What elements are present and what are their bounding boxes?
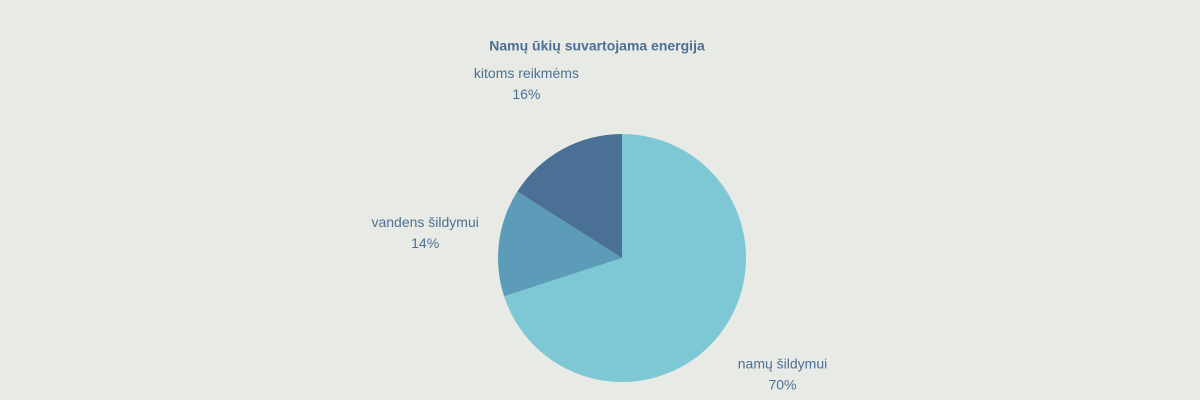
- pie-slice: [498, 191, 622, 297]
- value-label: 16%: [512, 86, 540, 102]
- pie-slice: [504, 134, 746, 382]
- value-label: 14%: [411, 235, 439, 251]
- chart-title: Namų ūkių suvartojama energija: [489, 38, 705, 54]
- slice-label: kitoms reikmėms: [474, 65, 579, 81]
- value-label: 70%: [768, 376, 796, 392]
- pie-slice: [517, 134, 622, 258]
- slice-label: namų šildymui: [738, 355, 827, 371]
- slice-label: vandens šildymui: [371, 214, 478, 230]
